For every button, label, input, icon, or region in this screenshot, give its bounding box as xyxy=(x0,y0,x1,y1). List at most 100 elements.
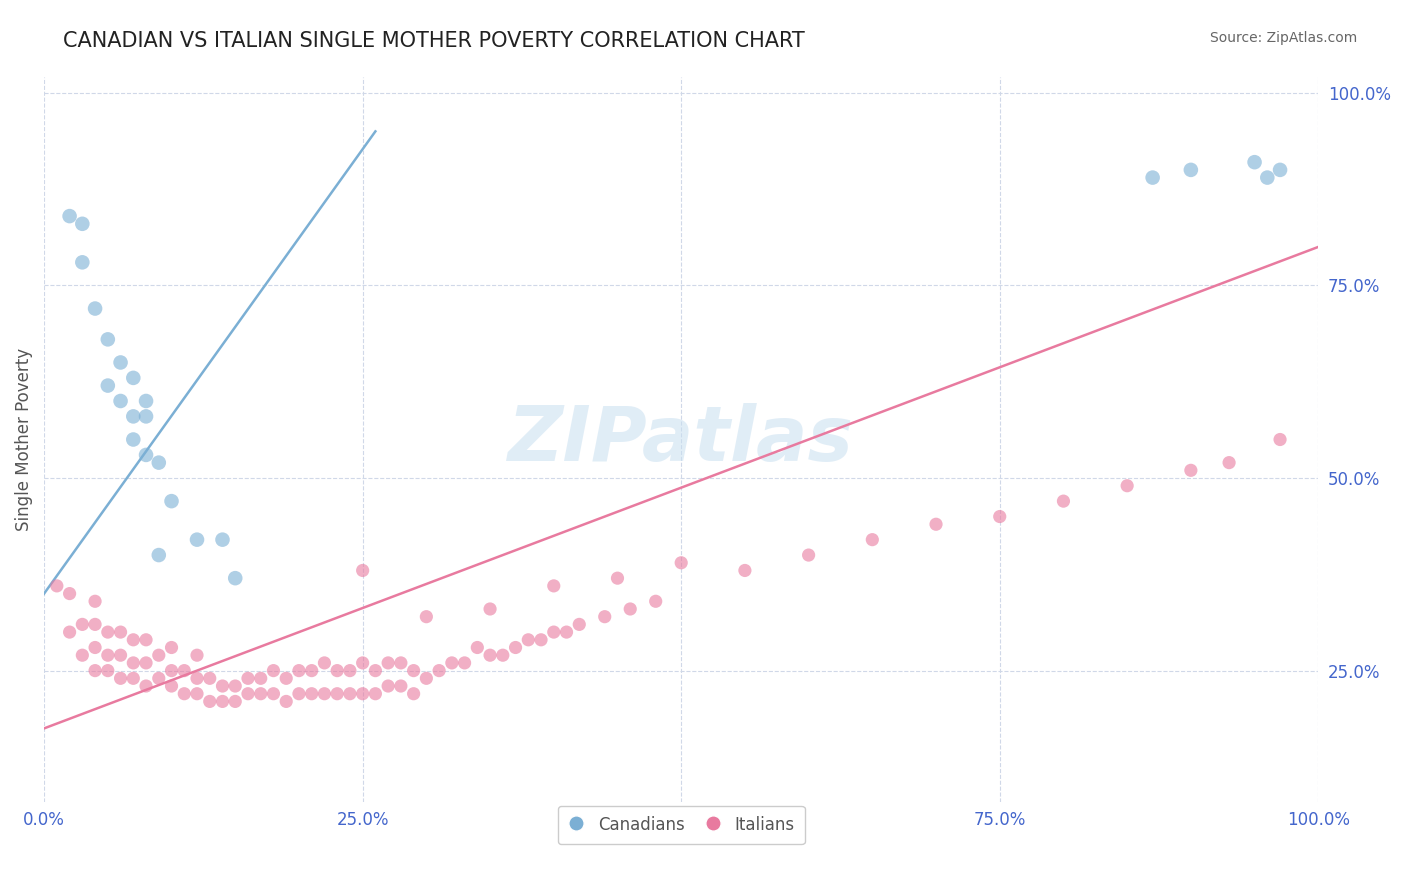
Point xyxy=(314,687,336,701)
Point xyxy=(440,656,463,670)
Point xyxy=(84,594,107,608)
Point xyxy=(122,409,145,424)
Text: ZIPatlas: ZIPatlas xyxy=(508,402,855,476)
Point xyxy=(45,579,67,593)
Point xyxy=(314,656,336,670)
Point xyxy=(84,640,107,655)
Point xyxy=(262,687,284,701)
Point xyxy=(186,533,208,547)
Legend: Canadians, Italians: Canadians, Italians xyxy=(558,806,804,844)
Point xyxy=(211,679,233,693)
Point xyxy=(97,625,120,640)
Y-axis label: Single Mother Poverty: Single Mother Poverty xyxy=(15,348,32,531)
Point xyxy=(1116,479,1139,493)
Point xyxy=(160,664,183,678)
Point xyxy=(186,648,208,663)
Point xyxy=(110,394,132,409)
Point xyxy=(148,671,170,685)
Point xyxy=(122,371,145,385)
Point xyxy=(173,664,195,678)
Point xyxy=(1180,162,1202,177)
Point xyxy=(1052,494,1074,508)
Point xyxy=(492,648,515,663)
Point xyxy=(148,548,170,562)
Point xyxy=(224,679,246,693)
Point xyxy=(135,656,157,670)
Point xyxy=(135,679,157,693)
Point xyxy=(135,448,157,462)
Point xyxy=(186,687,208,701)
Point xyxy=(479,602,502,616)
Point xyxy=(122,433,145,447)
Point xyxy=(84,301,107,316)
Point xyxy=(402,687,425,701)
Point xyxy=(389,679,412,693)
Point xyxy=(72,255,94,269)
Point xyxy=(352,656,374,670)
Point xyxy=(110,355,132,369)
Point xyxy=(1268,433,1291,447)
Point xyxy=(160,640,183,655)
Point xyxy=(415,671,437,685)
Point xyxy=(505,640,527,655)
Point xyxy=(543,625,565,640)
Point xyxy=(352,687,374,701)
Point xyxy=(377,679,399,693)
Point xyxy=(288,664,311,678)
Text: Source: ZipAtlas.com: Source: ZipAtlas.com xyxy=(1209,31,1357,45)
Point xyxy=(1180,463,1202,477)
Point xyxy=(249,687,271,701)
Point xyxy=(415,609,437,624)
Point xyxy=(97,378,120,392)
Point xyxy=(301,664,323,678)
Point xyxy=(669,556,692,570)
Point xyxy=(236,671,259,685)
Point xyxy=(326,664,349,678)
Point xyxy=(58,209,80,223)
Point xyxy=(160,679,183,693)
Point xyxy=(364,687,387,701)
Point xyxy=(148,648,170,663)
Point xyxy=(543,579,565,593)
Point xyxy=(734,564,756,578)
Point xyxy=(925,517,948,532)
Point xyxy=(211,533,233,547)
Point xyxy=(97,664,120,678)
Point xyxy=(352,564,374,578)
Point xyxy=(465,640,488,655)
Point xyxy=(364,664,387,678)
Point xyxy=(644,594,666,608)
Point xyxy=(301,687,323,701)
Point xyxy=(224,571,246,585)
Point xyxy=(402,664,425,678)
Point xyxy=(555,625,578,640)
Point xyxy=(198,694,221,708)
Point xyxy=(1243,155,1265,169)
Point xyxy=(377,656,399,670)
Point xyxy=(97,648,120,663)
Point xyxy=(1256,170,1278,185)
Point xyxy=(326,687,349,701)
Point xyxy=(479,648,502,663)
Point xyxy=(110,648,132,663)
Point xyxy=(135,632,157,647)
Point xyxy=(148,456,170,470)
Point xyxy=(288,687,311,701)
Point xyxy=(58,586,80,600)
Point xyxy=(276,694,298,708)
Point xyxy=(211,694,233,708)
Point xyxy=(1142,170,1164,185)
Point xyxy=(860,533,883,547)
Point xyxy=(339,687,361,701)
Point xyxy=(339,664,361,678)
Point xyxy=(619,602,641,616)
Point xyxy=(389,656,412,670)
Point xyxy=(135,394,157,409)
Point xyxy=(110,625,132,640)
Point xyxy=(1268,162,1291,177)
Point xyxy=(568,617,591,632)
Point xyxy=(84,664,107,678)
Text: CANADIAN VS ITALIAN SINGLE MOTHER POVERTY CORRELATION CHART: CANADIAN VS ITALIAN SINGLE MOTHER POVERT… xyxy=(63,31,806,51)
Point xyxy=(160,494,183,508)
Point xyxy=(173,687,195,701)
